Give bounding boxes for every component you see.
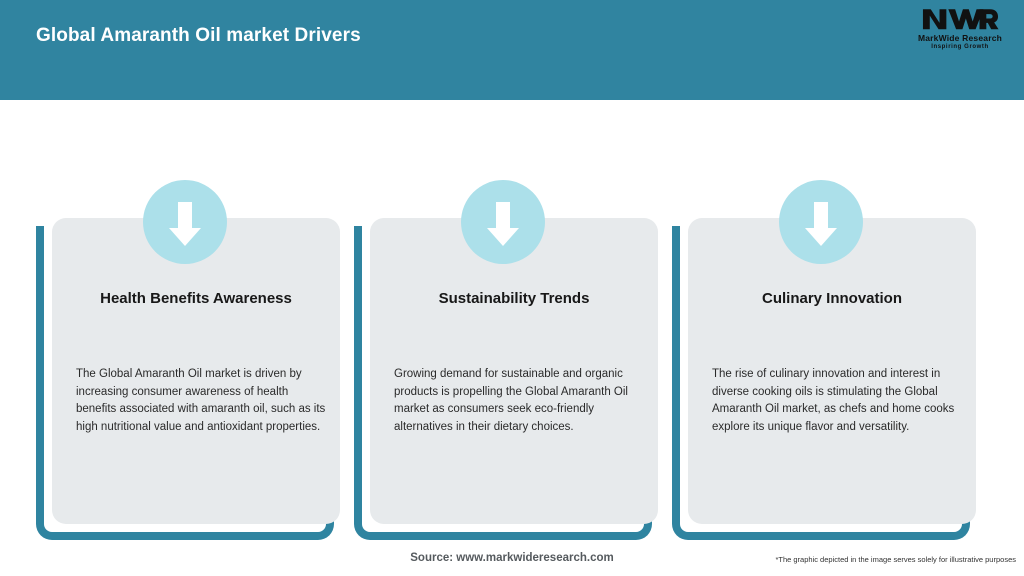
card-title: Health Benefits Awareness xyxy=(100,290,292,307)
arrow-down-icon xyxy=(779,180,863,264)
disclaimer-label: *The graphic depicted in the image serve… xyxy=(775,555,1016,564)
driver-card[interactable]: Culinary Innovation The rise of culinary… xyxy=(666,140,976,540)
logo-company-name: MarkWide Research xyxy=(917,33,1003,43)
brand-logo: MarkWide Research Inspiring Growth xyxy=(908,6,1012,58)
card-title: Culinary Innovation xyxy=(761,290,902,307)
driver-card[interactable]: Health Benefits Awareness The Global Ama… xyxy=(30,140,340,540)
card-surface xyxy=(52,218,340,524)
source-label: Source: www.markwideresearch.com xyxy=(410,552,614,564)
page-title: Global Amaranth Oil market Drivers xyxy=(36,25,361,46)
logo-tagline: Inspiring Growth xyxy=(931,44,989,50)
drivers-card-row: Health Benefits Awareness The Global Ama… xyxy=(0,100,1024,540)
card-title: Sustainability Trends xyxy=(438,290,590,307)
card-surface xyxy=(688,218,976,524)
driver-card[interactable]: Sustainability Trends Growing demand for… xyxy=(348,140,658,540)
arrow-down-icon xyxy=(143,180,227,264)
card-surface xyxy=(370,218,658,524)
mwr-logo-icon xyxy=(922,9,999,30)
card-description: The Global Amaranth Oil market is driven… xyxy=(76,368,326,433)
card-description: The rise of culinary innovation and inte… xyxy=(712,368,955,433)
page-header: Global Amaranth Oil market Drivers MarkW… xyxy=(0,0,1024,100)
card-description: Growing demand for sustainable and organ… xyxy=(394,368,628,433)
arrow-down-icon xyxy=(461,180,545,264)
